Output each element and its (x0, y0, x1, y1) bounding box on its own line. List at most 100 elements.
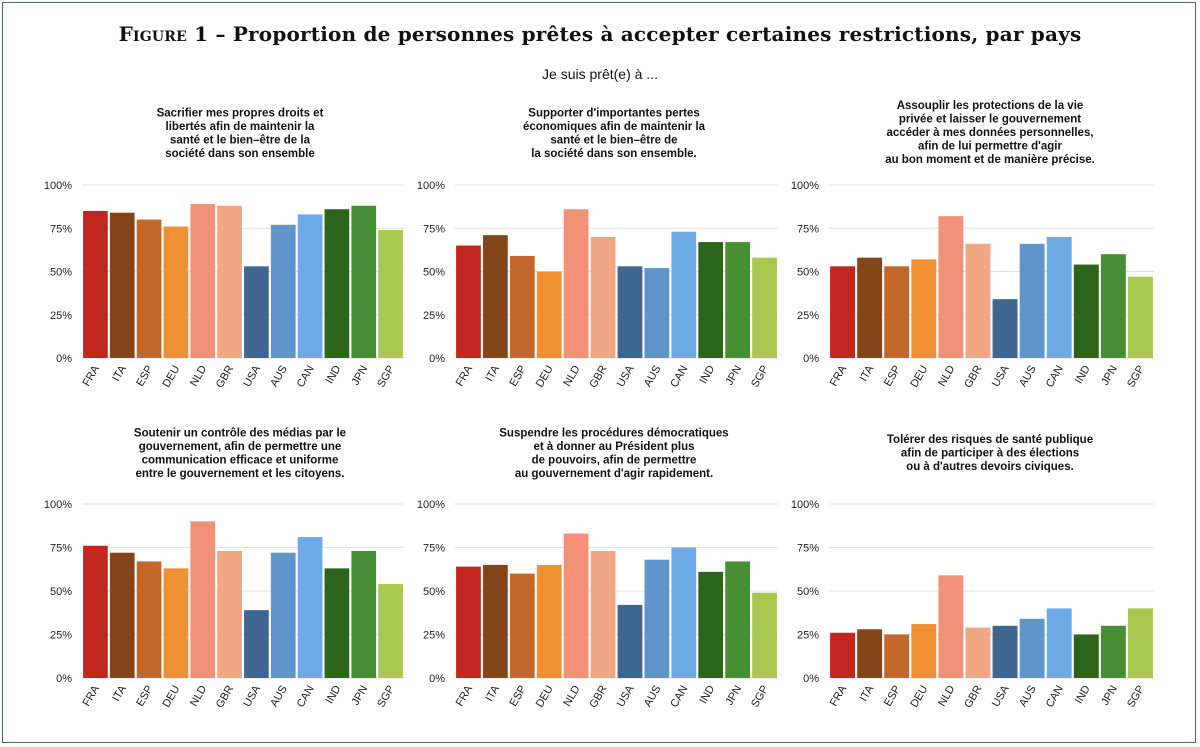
x-tick-label: SGP (749, 364, 771, 390)
panel-title-line: libertés afin de maintenir la (166, 121, 316, 133)
y-tick-label: 0% (56, 673, 72, 685)
x-tick-label: ITA (483, 363, 502, 384)
bar-nld (190, 204, 216, 358)
x-tick-label: ITA (110, 683, 129, 704)
y-tick-label: 100% (44, 180, 72, 192)
y-tick-label: 0% (803, 673, 819, 685)
x-tick-label: ESP (507, 364, 528, 389)
x-tick-label: FRA (828, 683, 850, 709)
bar-fra (83, 210, 108, 358)
y-tick-label: 25% (50, 630, 72, 642)
bar-jpn (351, 205, 377, 358)
panel-title-line: la société dans son ensemble. (531, 148, 697, 160)
panel-title-line: afin de lui permettre d'agir (918, 141, 1062, 153)
y-tick-label: 100% (44, 499, 72, 511)
bar-aus (644, 268, 670, 358)
chart-panel-1: Sacrifier mes propres droits etlibertés … (44, 108, 404, 390)
x-tick-label: ESP (507, 684, 528, 709)
panel-title-line: santé et le bien–être de (550, 135, 677, 147)
x-tick-label: ESP (882, 364, 903, 389)
y-tick-label: 50% (797, 586, 819, 598)
x-tick-label: SGP (375, 684, 397, 710)
bar-nld (563, 209, 589, 358)
x-tick-label: USA (990, 363, 1012, 389)
x-tick-label: DEU (534, 683, 556, 709)
bar-aus (1019, 243, 1045, 358)
bar-fra (456, 245, 481, 358)
figure-title-text: Proportion de personnes prêtes à accepte… (232, 22, 1082, 46)
bar-ita (109, 552, 135, 678)
bar-aus (1019, 618, 1045, 678)
bar-can (671, 547, 697, 678)
y-tick-label: 75% (423, 543, 445, 555)
bar-nld (190, 521, 216, 678)
x-tick-label: SGP (749, 684, 771, 710)
bar-fra (83, 545, 108, 678)
bar-aus (270, 552, 296, 678)
panel-title-line: société dans son ensemble (165, 148, 315, 160)
bar-ita (482, 235, 508, 358)
bar-aus (270, 224, 296, 358)
bar-esp (884, 634, 910, 678)
x-tick-label: CAN (295, 683, 317, 709)
bar-fra (830, 266, 855, 358)
x-tick-label: AUS (642, 364, 664, 390)
x-tick-label: ITA (858, 683, 877, 704)
x-tick-label: IND (697, 363, 717, 385)
bar-usa (244, 266, 269, 358)
bar-aus (644, 559, 670, 678)
panel-title-line: Sacrifier mes propres droits et (157, 108, 324, 120)
x-tick-label: IND (324, 683, 344, 705)
bar-can (297, 537, 323, 678)
bar-gbr (590, 236, 616, 358)
x-tick-label: ESP (134, 364, 155, 389)
panel-title-line: de pouvoirs, afin de permettre (532, 455, 697, 467)
y-tick-label: 100% (791, 180, 819, 192)
x-tick-label: DEU (534, 363, 556, 389)
x-tick-label: FRA (81, 683, 103, 709)
bar-deu (911, 259, 937, 358)
bar-gbr (965, 627, 991, 678)
figure-subtitle: Je suis prêt(e) à ... (542, 66, 658, 82)
bar-gbr (965, 243, 991, 358)
bar-deu (163, 226, 189, 358)
x-tick-label: SGP (1125, 684, 1147, 710)
bar-deu (536, 564, 562, 678)
bar-can (297, 214, 323, 358)
bar-gbr (217, 205, 242, 358)
x-tick-label: IND (1073, 683, 1093, 705)
x-tick-label: ESP (882, 684, 903, 709)
bar-ita (857, 257, 883, 358)
bar-deu (163, 568, 189, 678)
bar-usa (992, 299, 1018, 358)
x-tick-label: USA (615, 683, 637, 709)
x-tick-label: NLD (936, 683, 957, 708)
bar-jpn (725, 561, 751, 678)
bar-deu (536, 271, 562, 358)
y-tick-label: 100% (417, 180, 445, 192)
y-tick-label: 50% (423, 267, 445, 279)
x-tick-label: JPN (350, 363, 371, 387)
bar-esp (884, 266, 910, 358)
x-tick-label: FRA (81, 363, 103, 389)
chart-panel-5: Suspendre les procédures démocratiqueset… (417, 428, 778, 710)
x-tick-label: DEU (908, 363, 930, 389)
panel-title-line: afin de participer à des élections (901, 448, 1079, 460)
y-tick-label: 50% (797, 267, 819, 279)
panel-title-line: et à donner au Président plus (533, 441, 694, 453)
x-tick-label: CAN (668, 683, 690, 709)
x-tick-label: DEU (908, 683, 930, 709)
x-tick-label: USA (241, 683, 263, 709)
bar-ind (698, 571, 724, 678)
panel-title-line: économiques afin de maintenir la (523, 121, 706, 133)
x-tick-label: SGP (1125, 364, 1147, 390)
x-tick-label: CAN (1044, 683, 1066, 709)
x-tick-label: AUS (642, 684, 664, 710)
x-tick-label: JPN (723, 363, 744, 387)
bar-usa (992, 625, 1018, 678)
y-tick-label: 75% (50, 543, 72, 555)
x-tick-label: ITA (858, 363, 877, 384)
x-tick-label: AUS (1017, 364, 1039, 390)
x-tick-label: AUS (1017, 684, 1039, 710)
